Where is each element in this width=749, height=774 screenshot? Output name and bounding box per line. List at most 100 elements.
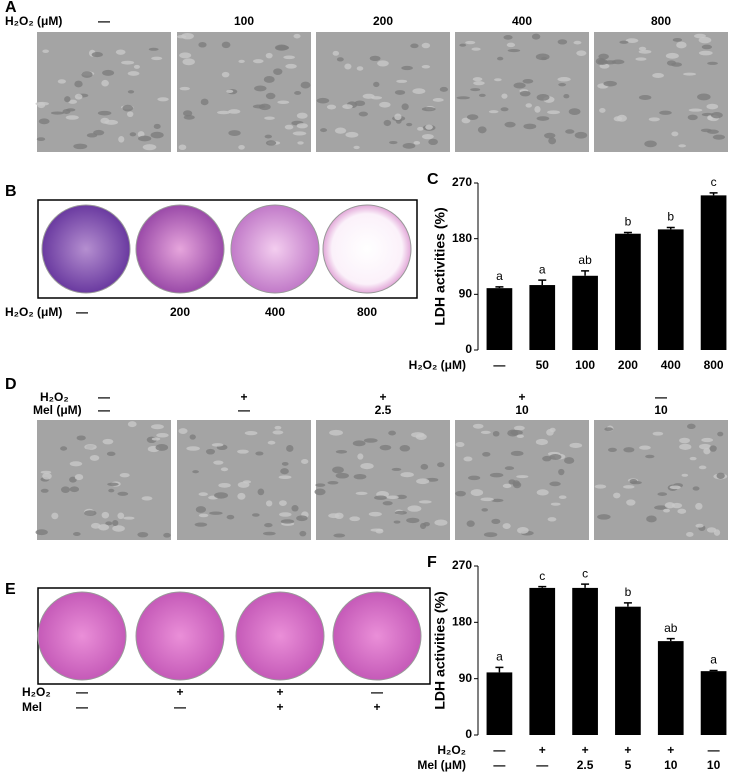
cell [488, 110, 499, 114]
cell [286, 445, 294, 452]
cell [379, 101, 391, 108]
cell [294, 91, 302, 95]
significance-label: a [496, 269, 503, 283]
cell [115, 49, 126, 55]
cell [456, 96, 470, 100]
x-tick-label: 50 [536, 358, 550, 372]
cell [598, 53, 609, 60]
cell [353, 473, 367, 480]
cell [299, 530, 307, 537]
cell [141, 496, 153, 501]
condition-label: 100 [234, 14, 254, 28]
cell [84, 443, 97, 450]
cell [549, 454, 562, 460]
cell [480, 497, 494, 502]
cell [547, 110, 560, 115]
cell [89, 455, 100, 461]
cell [513, 82, 526, 89]
cell [508, 479, 516, 485]
cell [264, 116, 275, 120]
cell [466, 114, 479, 120]
condition-label: + [518, 390, 525, 404]
cell [421, 64, 431, 69]
cell [710, 112, 723, 119]
cell [129, 132, 137, 137]
cell [644, 140, 657, 148]
cell [296, 515, 308, 522]
cell [619, 40, 629, 44]
cell [333, 533, 346, 538]
condition-label: — [655, 390, 667, 404]
panel-label: A [5, 0, 17, 16]
cell [105, 521, 113, 526]
cell [252, 59, 264, 64]
cell [157, 97, 169, 102]
cell [547, 517, 557, 522]
cell [358, 111, 369, 117]
condition-label: 10 [654, 403, 668, 417]
cell [118, 135, 125, 143]
cell [156, 432, 169, 438]
row-label: Mel (μM) [33, 403, 82, 417]
cell [221, 41, 231, 49]
x-tick-label: 10 [707, 758, 721, 772]
micrograph [455, 420, 589, 540]
cell [502, 483, 512, 489]
condition-label: 800 [357, 305, 377, 319]
cell [492, 430, 500, 437]
bar [529, 285, 556, 350]
cell [334, 127, 347, 134]
x-tick-label: 200 [618, 358, 638, 372]
cell [648, 117, 660, 122]
cell [679, 437, 691, 444]
cell [264, 134, 272, 139]
cell [406, 122, 413, 127]
cell [332, 50, 340, 56]
error-bar [666, 637, 675, 642]
cell [179, 86, 190, 91]
cell [200, 98, 209, 106]
well [235, 591, 325, 681]
cell [280, 519, 295, 524]
cell [237, 492, 246, 500]
cell [597, 514, 611, 520]
condition-label: — [371, 685, 383, 699]
significance-label: c [711, 175, 717, 189]
cell [698, 50, 713, 56]
cell [698, 465, 707, 470]
cell [568, 108, 581, 115]
x-tick-label: 800 [704, 358, 724, 372]
cell [178, 144, 187, 151]
cell [316, 97, 330, 104]
cell [542, 455, 552, 462]
cell [706, 527, 717, 533]
cell [252, 513, 260, 517]
cell [519, 90, 531, 97]
cell [461, 117, 471, 124]
cell [541, 56, 548, 61]
x-tick-label: — [493, 758, 505, 772]
cell [42, 472, 52, 480]
cell [611, 59, 625, 65]
cell [69, 476, 77, 483]
panel-label: B [5, 183, 17, 200]
cell [686, 531, 694, 537]
cell [64, 96, 71, 103]
cell [198, 41, 207, 48]
cell [459, 43, 467, 47]
cell [434, 519, 448, 526]
micrograph [177, 32, 311, 152]
condition-label: + [276, 700, 283, 714]
panel-label: E [5, 581, 16, 598]
cell [635, 57, 647, 61]
error-bar [623, 231, 632, 234]
cell [503, 35, 513, 40]
cell [613, 492, 621, 499]
cell [151, 56, 163, 61]
cell [60, 446, 68, 451]
cell [504, 466, 515, 471]
cell [326, 104, 337, 110]
cell [327, 480, 339, 485]
cell [189, 434, 196, 440]
cell [401, 103, 409, 111]
